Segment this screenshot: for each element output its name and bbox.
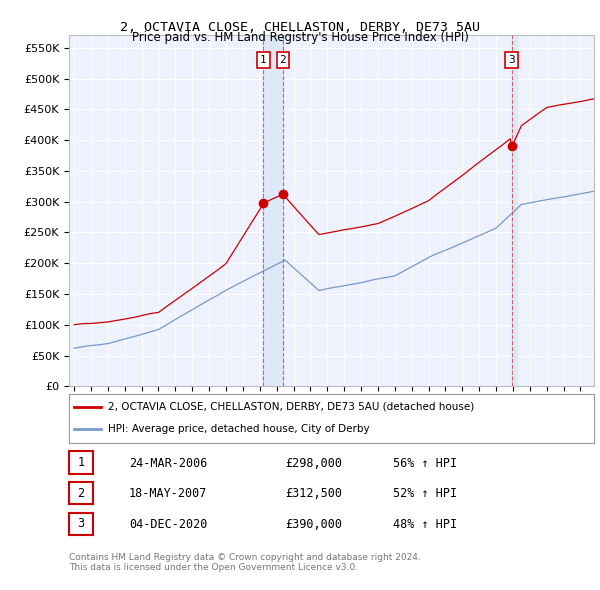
Text: This data is licensed under the Open Government Licence v3.0.: This data is licensed under the Open Gov…: [69, 563, 358, 572]
Text: 24-MAR-2006: 24-MAR-2006: [129, 457, 208, 470]
Text: HPI: Average price, detached house, City of Derby: HPI: Average price, detached house, City…: [109, 424, 370, 434]
Text: 2: 2: [77, 487, 85, 500]
Text: 2, OCTAVIA CLOSE, CHELLASTON, DERBY, DE73 5AU (detached house): 2, OCTAVIA CLOSE, CHELLASTON, DERBY, DE7…: [109, 402, 475, 412]
Text: 56% ↑ HPI: 56% ↑ HPI: [393, 457, 457, 470]
Text: 3: 3: [508, 55, 515, 65]
Text: Price paid vs. HM Land Registry's House Price Index (HPI): Price paid vs. HM Land Registry's House …: [131, 31, 469, 44]
Text: 18-MAY-2007: 18-MAY-2007: [129, 487, 208, 500]
Bar: [512, 35, 517, 386]
Text: 1: 1: [260, 55, 267, 65]
Text: Contains HM Land Registry data © Crown copyright and database right 2024.: Contains HM Land Registry data © Crown c…: [69, 553, 421, 562]
Text: 1: 1: [77, 456, 85, 469]
Text: £390,000: £390,000: [285, 518, 342, 531]
Text: £312,500: £312,500: [285, 487, 342, 500]
Text: 48% ↑ HPI: 48% ↑ HPI: [393, 518, 457, 531]
Text: 2: 2: [280, 55, 286, 65]
Text: 2, OCTAVIA CLOSE, CHELLASTON, DERBY, DE73 5AU: 2, OCTAVIA CLOSE, CHELLASTON, DERBY, DE7…: [120, 21, 480, 34]
Text: 3: 3: [77, 517, 85, 530]
Text: £298,000: £298,000: [285, 457, 342, 470]
Text: 52% ↑ HPI: 52% ↑ HPI: [393, 487, 457, 500]
Text: 04-DEC-2020: 04-DEC-2020: [129, 518, 208, 531]
Bar: [263, 35, 283, 386]
